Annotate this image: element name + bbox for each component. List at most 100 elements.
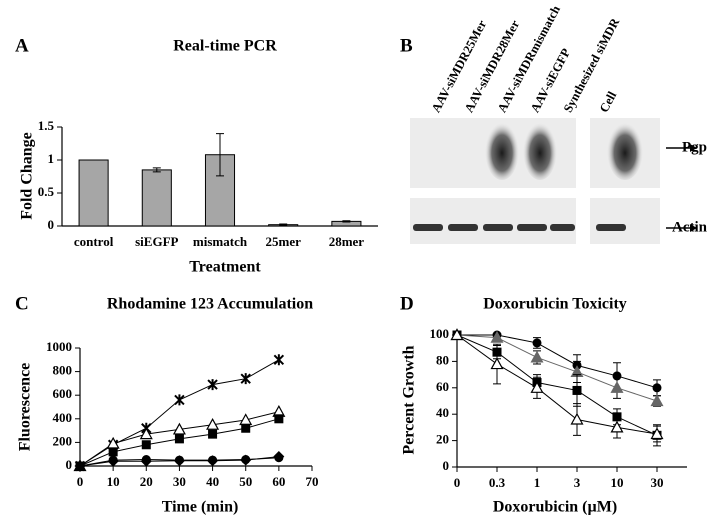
x-tick-label: 3 (574, 475, 581, 490)
x-tick-label: 0 (77, 474, 84, 489)
y-tick-label: 20 (436, 432, 449, 447)
y-tick-label: 0 (443, 458, 450, 473)
x-tick-label: 25mer (266, 234, 302, 249)
marker (174, 434, 184, 444)
lane-label: AAV-siMDRmismatch (495, 3, 563, 115)
lane-label: Cell (597, 89, 620, 115)
x-tick-label: 60 (272, 474, 285, 489)
y-tick-label: 60 (436, 379, 449, 394)
marker (532, 338, 542, 348)
marker (240, 454, 252, 466)
error-bar (342, 220, 351, 223)
marker (108, 447, 118, 457)
y-tick-label: 200 (53, 433, 73, 448)
y-tick-label: 0 (48, 217, 55, 232)
x-tick-label: 70 (306, 474, 319, 489)
x-tick-label: mismatch (193, 234, 248, 249)
x-axis-label: Treatment (189, 259, 261, 276)
marker (207, 379, 218, 391)
y-tick-label: 0 (66, 457, 73, 472)
arrow-head (690, 144, 697, 152)
marker (240, 373, 251, 385)
x-tick-label: 30 (173, 474, 186, 489)
marker (652, 383, 662, 393)
x-tick-label: 40 (206, 474, 219, 489)
series-line (456, 334, 658, 436)
x-axis-label: Doxorubicin (µM) (493, 499, 617, 516)
x-tick-label: 10 (611, 475, 624, 490)
marker (273, 354, 285, 366)
x-tick-label: 28mer (329, 234, 365, 249)
y-axis-label: Percent Growth (401, 345, 418, 454)
y-axis-label: Fold Change (19, 132, 36, 220)
band-label: Actin (672, 219, 708, 235)
band-smear (485, 120, 519, 180)
x-tick-label: 20 (140, 474, 153, 489)
band-label: Pgp (682, 139, 707, 155)
actin-bands (413, 224, 626, 231)
marker (208, 429, 218, 439)
x-tick-label: 1 (534, 475, 541, 490)
x-tick-label: 0.3 (489, 475, 506, 490)
y-tick-label: 1000 (46, 339, 72, 354)
marker (650, 427, 664, 440)
x-tick-label: 10 (107, 474, 120, 489)
panel-letter: A (15, 35, 29, 56)
error-bar (279, 223, 288, 226)
marker (141, 440, 151, 450)
blot-lower-cell (590, 198, 660, 244)
chart-title: Doxorubicin Toxicity (483, 296, 627, 313)
marker (207, 455, 219, 467)
marker (650, 394, 664, 407)
series-line (456, 334, 658, 402)
marker (273, 451, 285, 463)
error-bar (216, 133, 224, 177)
x-tick-label: 30 (651, 475, 664, 490)
marker (610, 381, 624, 393)
blot-panel: B AAV-siMDR25Mer AAV-siMDR28Mer AAV-siMD… (400, 3, 708, 244)
marker (107, 455, 119, 467)
panel-letter: B (400, 35, 413, 56)
chart-title: Rhodamine 123 Accumulation (107, 296, 313, 313)
chart-title: Real-time PCR (173, 38, 277, 55)
series-line (457, 334, 658, 389)
y-tick-label: 400 (53, 410, 73, 425)
panel-letter: C (15, 293, 29, 314)
marker (140, 455, 152, 467)
bar (78, 159, 109, 227)
y-tick-label: 600 (53, 386, 73, 401)
marker (174, 394, 185, 406)
marker (173, 455, 185, 467)
marker (172, 422, 186, 435)
x-tick-label: 50 (239, 474, 252, 489)
marker (570, 412, 584, 425)
x-tick-label: 0 (454, 475, 461, 490)
y-tick-label: 100 (430, 326, 450, 341)
marker (530, 381, 544, 393)
y-tick-label: 40 (436, 405, 449, 420)
marker (610, 420, 624, 433)
y-tick-label: 1 (48, 151, 55, 166)
bar (141, 169, 172, 227)
y-tick-label: 0.5 (38, 184, 55, 199)
series-line (456, 334, 658, 435)
marker (74, 460, 86, 472)
blot-lower (410, 198, 576, 244)
marker (490, 357, 504, 370)
marker (572, 385, 582, 395)
y-tick-label: 80 (436, 352, 449, 367)
marker (206, 417, 220, 430)
marker (490, 330, 504, 343)
marker (530, 350, 544, 363)
x-tick-label: control (74, 234, 114, 249)
error-bar (152, 167, 161, 173)
y-tick-label: 1.5 (38, 118, 55, 133)
y-tick-label: 800 (53, 363, 73, 378)
marker (612, 371, 622, 381)
marker (450, 328, 464, 341)
marker (241, 423, 251, 433)
lane-labels: AAV-siMDR25Mer AAV-siMDR28Mer AAV-siMDRm… (429, 3, 623, 115)
marker (139, 427, 153, 440)
x-axis-label: Time (min) (162, 499, 239, 516)
